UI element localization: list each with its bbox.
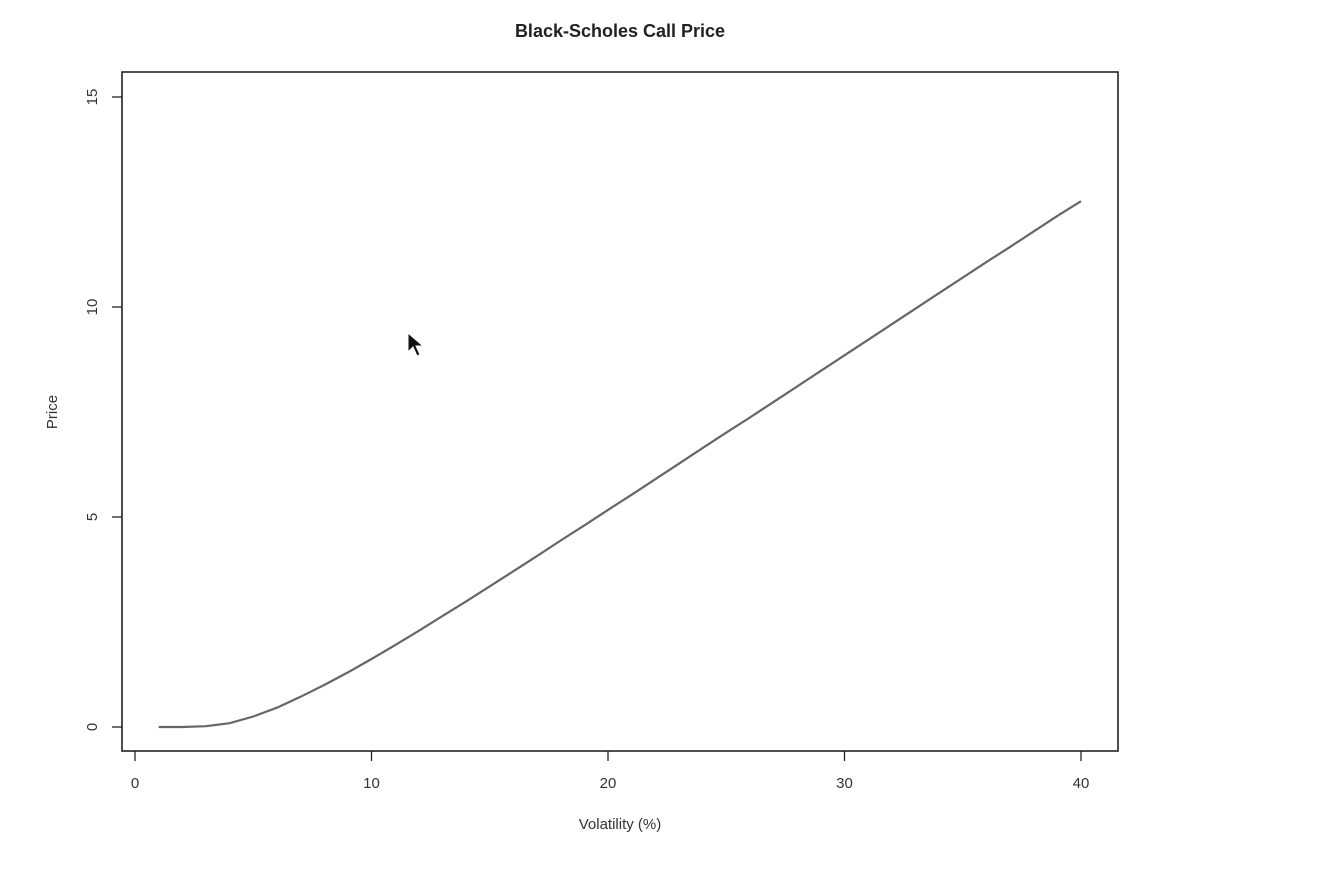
series-line xyxy=(158,200,1082,729)
chart-title: Black-Scholes Call Price xyxy=(515,21,725,41)
x-tick-label: 40 xyxy=(1073,775,1090,792)
x-axis: 0 10 20 30 40 xyxy=(131,751,1090,792)
x-tick-label: 30 xyxy=(836,775,853,792)
y-tick-label: 10 xyxy=(84,299,101,316)
y-tick-label: 0 xyxy=(84,723,101,731)
x-tick-label: 0 xyxy=(131,775,139,792)
y-tick-label: 15 xyxy=(84,89,101,106)
plot-frame xyxy=(121,71,1119,752)
mouse-cursor-icon xyxy=(407,332,425,357)
x-axis-label: Volatility (%) xyxy=(579,816,662,833)
x-tick-label: 20 xyxy=(600,775,617,792)
x-tick-label: 10 xyxy=(363,775,380,792)
series-layer xyxy=(158,200,1082,729)
y-axis: 0 5 10 15 xyxy=(84,89,122,731)
y-axis-label: Price xyxy=(44,395,61,429)
y-tick-label: 5 xyxy=(84,513,101,521)
